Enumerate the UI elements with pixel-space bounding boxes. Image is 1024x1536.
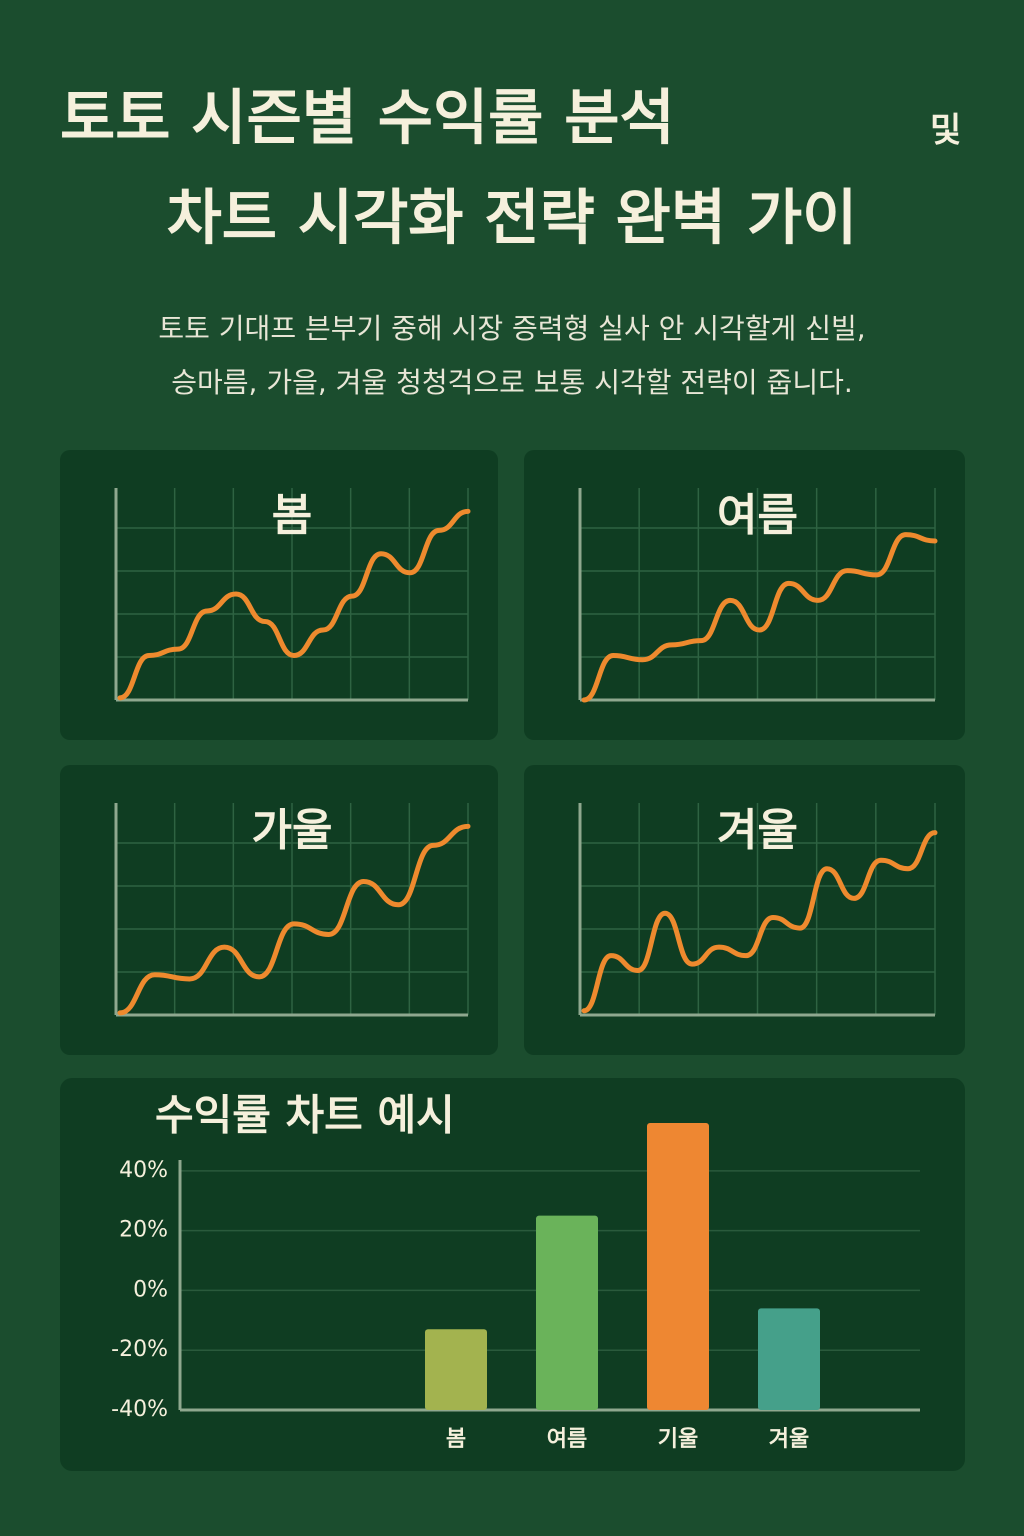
y-tick-label: 40% [119, 1158, 168, 1183]
bar [647, 1123, 709, 1410]
x-tick-label: 봄 [446, 1427, 466, 1452]
subtitle: 토토 기대프 븐부기 중해 시장 증력형 실사 안 시각할게 신빌, [158, 312, 865, 345]
x-tick-label: 겨울 [769, 1427, 809, 1452]
chart-panel [524, 765, 965, 1055]
chart-title: 가울 [252, 805, 333, 856]
y-tick-label: -40% [111, 1397, 168, 1422]
line-series [117, 508, 471, 701]
chart-title: 봄 [272, 490, 312, 541]
y-tick-label: 0% [133, 1277, 168, 1302]
line-series [581, 532, 938, 703]
title-small: 및 [930, 111, 961, 151]
chart-panel [60, 765, 498, 1055]
x-tick-label: 기울 [658, 1427, 698, 1452]
chart-panel [60, 450, 498, 740]
x-tick-label: 여름 [547, 1427, 587, 1452]
line-series [581, 830, 938, 1014]
title: 토토 시즌별 수익률 분석 [60, 84, 675, 154]
chart-panel [524, 450, 965, 740]
chart-title: 겨울 [717, 805, 798, 856]
y-tick-label: 20% [119, 1218, 168, 1243]
subtitle: 승마름, 가을, 겨울 청청걱으로 보통 시각할 전략이 줍니다. [171, 366, 853, 399]
chart-title: 수익률 차트 예시 [155, 1091, 455, 1140]
bar [536, 1215, 598, 1410]
chart-title: 여름 [717, 490, 798, 541]
bar [425, 1329, 487, 1410]
chart-panel [60, 1078, 965, 1471]
line-series [117, 823, 471, 1016]
title: 차트 시각화 전략 완벽 가이 [167, 184, 858, 254]
y-tick-label: -20% [111, 1337, 168, 1362]
bar [758, 1308, 820, 1410]
